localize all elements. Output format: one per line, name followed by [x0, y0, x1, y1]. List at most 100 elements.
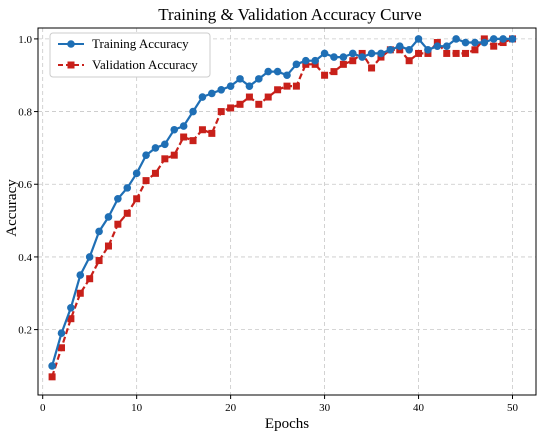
data-point-validation — [95, 257, 103, 265]
legend: Training Accuracy Validation Accuracy — [49, 32, 211, 78]
data-point-training — [348, 49, 357, 58]
chart-title: Training & Validation Accuracy Curve — [158, 5, 421, 24]
data-point-validation — [443, 49, 451, 57]
data-point-training — [461, 38, 470, 47]
data-point-validation — [339, 60, 347, 68]
data-point-training — [57, 329, 66, 338]
data-point-validation — [208, 129, 216, 137]
data-point-training — [273, 67, 282, 76]
data-point-training — [471, 38, 479, 47]
legend-label-validation: Validation Accuracy — [92, 57, 198, 72]
data-point-training — [508, 35, 517, 43]
data-point-validation — [180, 133, 188, 141]
y-tick-label: 1.0 — [18, 34, 32, 46]
data-point-training — [255, 75, 263, 83]
axis-ticks: 0 10 20 30 40 50 0.2 0.4 0.6 0.8 1.0 — [18, 34, 518, 414]
data-point-training — [48, 362, 56, 370]
data-point-validation — [292, 82, 300, 90]
data-point-training — [264, 67, 273, 76]
legend-label-training: Training Accuracy — [92, 36, 189, 51]
data-point-training — [123, 184, 132, 192]
data-point-validation — [330, 68, 338, 76]
data-point-training — [424, 46, 432, 54]
data-point-training — [95, 227, 103, 236]
data-point-training — [142, 151, 150, 159]
data-point-validation — [86, 275, 94, 283]
data-point-training — [367, 49, 376, 58]
data-point-validation — [142, 177, 150, 185]
data-point-validation — [76, 289, 84, 297]
data-point-training — [179, 122, 188, 130]
data-point-validation — [321, 71, 329, 79]
data-point-validation — [471, 46, 479, 54]
data-point-validation — [114, 220, 122, 228]
data-point-training — [386, 46, 395, 54]
data-point-training — [114, 194, 122, 203]
data-point-validation — [415, 49, 423, 57]
data-point-validation — [67, 315, 75, 323]
data-point-validation — [104, 242, 112, 250]
x-tick-label: 0 — [40, 402, 46, 414]
data-point-training — [198, 93, 207, 101]
data-point-validation — [490, 42, 498, 50]
data-point-validation — [462, 49, 470, 57]
data-point-training — [414, 35, 423, 43]
data-point-training — [132, 169, 141, 178]
data-point-validation — [452, 49, 460, 57]
y-tick-label: 0.8 — [18, 107, 32, 119]
x-tick-label: 30 — [319, 402, 331, 414]
data-point-validation — [170, 151, 178, 159]
data-point-training — [85, 253, 94, 261]
data-point-training — [67, 303, 75, 312]
data-point-training — [245, 82, 254, 90]
y-tick-label: 0.4 — [18, 252, 32, 264]
data-point-training — [442, 42, 451, 50]
data-point-validation — [255, 100, 263, 108]
data-point-training — [405, 46, 413, 54]
data-point-training — [170, 125, 179, 134]
series-layer — [48, 35, 517, 381]
data-point-training — [104, 213, 113, 221]
data-point-training — [452, 35, 460, 43]
legend-marker-training — [67, 40, 75, 48]
data-point-validation — [405, 57, 413, 65]
data-point-validation — [217, 108, 225, 116]
data-point-training — [151, 144, 160, 152]
data-point-training — [226, 82, 235, 90]
data-point-validation — [368, 64, 376, 72]
data-point-training — [330, 53, 338, 61]
data-point-training — [499, 35, 507, 43]
data-point-validation — [264, 93, 272, 101]
data-point-training — [208, 89, 216, 98]
data-point-training — [301, 56, 310, 65]
data-point-training — [189, 107, 197, 116]
data-point-training — [358, 53, 366, 61]
legend-box — [49, 32, 211, 78]
x-axis-label: Epochs — [265, 416, 309, 432]
data-point-training — [339, 53, 348, 61]
x-tick-label: 20 — [225, 402, 237, 414]
x-tick-label: 40 — [413, 402, 425, 414]
data-point-validation — [57, 344, 65, 352]
series-training — [48, 35, 517, 370]
data-point-training — [480, 38, 489, 47]
data-point-validation — [274, 86, 282, 94]
y-axis-label: Accuracy — [4, 179, 20, 237]
data-point-training — [283, 71, 291, 80]
data-point-training — [217, 85, 226, 94]
y-tick-label: 0.6 — [18, 179, 32, 191]
data-point-validation — [349, 57, 357, 65]
data-point-training — [489, 35, 498, 43]
data-point-validation — [48, 373, 56, 381]
data-point-validation — [151, 169, 159, 177]
data-point-validation — [161, 155, 169, 163]
y-tick-label: 0.2 — [18, 325, 32, 337]
data-point-training — [320, 49, 329, 58]
data-point-training — [161, 140, 169, 149]
data-point-validation — [283, 82, 291, 90]
data-point-validation — [236, 100, 244, 108]
plot-frame — [37, 27, 537, 396]
legend-marker-validation — [67, 61, 75, 69]
data-point-validation — [133, 195, 141, 203]
data-point-training — [433, 42, 442, 50]
